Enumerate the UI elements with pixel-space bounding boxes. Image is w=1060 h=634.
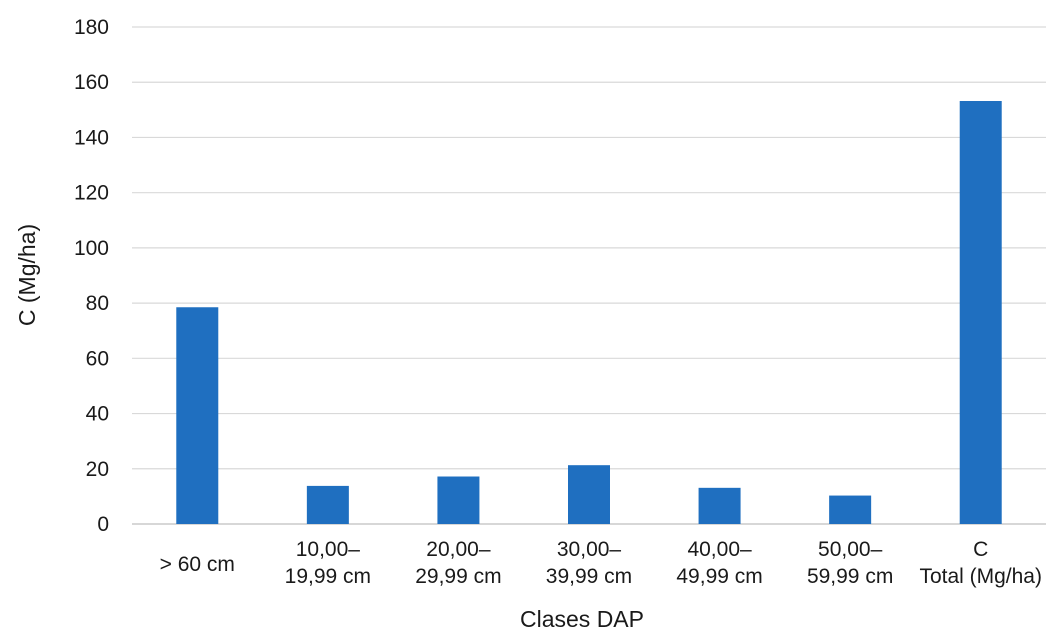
bar: [698, 487, 741, 524]
y-tick-label: 20: [86, 458, 109, 481]
y-axis-title: C (Mg/ha): [14, 224, 40, 326]
x-tick-label: 10,00– 19,99 cm: [285, 538, 371, 588]
x-axis-title: Clases DAP: [520, 606, 644, 632]
y-tick-label: 0: [97, 513, 109, 536]
x-tick-label: 30,00– 39,99 cm: [546, 538, 632, 588]
y-tick-label: 40: [86, 403, 109, 426]
x-tick-label: > 60 cm: [160, 553, 235, 576]
x-tick-label: C Total (Mg/ha): [919, 538, 1042, 588]
y-tick-label: 180: [74, 16, 109, 39]
y-tick-label: 120: [74, 182, 109, 205]
x-tick-label: 50,00– 59,99 cm: [807, 538, 893, 588]
x-tick-label: 20,00– 29,99 cm: [415, 538, 501, 588]
bar: [829, 495, 872, 524]
gridlines: [132, 26, 1046, 525]
bar: [306, 485, 349, 524]
y-tick-label: 140: [74, 126, 109, 149]
x-axis-categories: > 60 cm 10,00– 19,99 cm 20,00– 29,99 cm 30,00…: [160, 538, 1042, 588]
x-tick-label: 40,00– 49,99 cm: [676, 538, 762, 588]
y-tick-label: 60: [86, 347, 109, 370]
y-tick-label: 80: [86, 292, 109, 315]
bar: [176, 307, 219, 524]
bar: [437, 476, 480, 524]
y-tick-label: 160: [74, 71, 109, 94]
bar: [568, 465, 610, 524]
y-tick-label: 100: [74, 237, 109, 260]
bars: [176, 100, 1002, 525]
bar: [959, 100, 1002, 525]
y-axis-ticks: 0 20 40 60 80 100 120 140 160 180: [74, 16, 109, 536]
